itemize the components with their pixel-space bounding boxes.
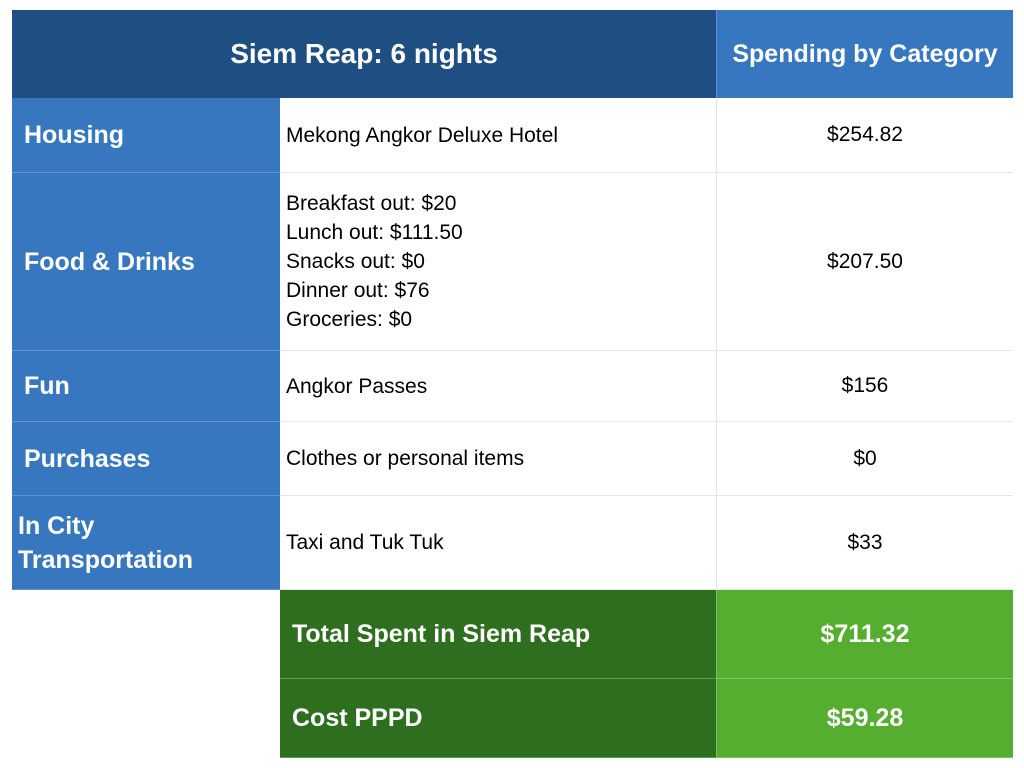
- amount-housing: $254.82: [716, 98, 1013, 173]
- total-spent-label: Total Spent in Siem Reap: [280, 590, 716, 679]
- detail-food-drinks: Breakfast out: $20 Lunch out: $111.50 Sn…: [280, 173, 716, 351]
- category-label: Housing: [24, 121, 124, 149]
- amount-transportation: $33: [716, 496, 1013, 590]
- detail-line: Breakfast out: $20: [286, 192, 457, 215]
- total-label-text: Total Spent in Siem Reap: [292, 619, 591, 648]
- category-purchases: Purchases: [12, 422, 280, 496]
- cost-pppd-amount: $59.28: [716, 679, 1013, 758]
- amount-value: $207.50: [827, 249, 903, 273]
- table-title: Siem Reap: 6 nights: [12, 10, 716, 98]
- category-label: Food & Drinks: [24, 247, 195, 276]
- detail-line: Dinner out: $76: [286, 279, 430, 302]
- amount-value: $33: [847, 530, 883, 554]
- detail-line: Lunch out: $111.50: [286, 221, 463, 244]
- total-amount-text: $59.28: [826, 703, 904, 732]
- total-amount-text: $711.32: [820, 619, 910, 648]
- spending-header-text: Spending by Category: [732, 40, 998, 68]
- category-transportation: In City Transportation: [12, 496, 280, 590]
- category-food-drinks: Food & Drinks: [12, 173, 280, 351]
- amount-purchases: $0: [716, 422, 1013, 496]
- total-label-text: Cost PPPD: [292, 703, 423, 732]
- amount-value: $0: [853, 446, 877, 470]
- detail-line: Angkor Passes: [286, 374, 428, 398]
- detail-fun: Angkor Passes: [280, 351, 716, 422]
- detail-line: Taxi and Tuk Tuk: [286, 531, 444, 554]
- spending-header: Spending by Category: [716, 10, 1013, 98]
- cost-pppd-label: Cost PPPD: [280, 679, 716, 758]
- amount-food-drinks: $207.50: [716, 173, 1013, 351]
- category-label: Fun: [24, 372, 70, 400]
- detail-purchases: Clothes or personal items: [280, 422, 716, 496]
- detail-line: Snacks out: $0: [286, 250, 425, 273]
- amount-fun: $156: [716, 351, 1013, 422]
- category-label: In City Transportation: [18, 511, 194, 574]
- amount-value: $254.82: [827, 123, 903, 146]
- detail-line: Mekong Angkor Deluxe Hotel: [286, 123, 558, 147]
- category-housing: Housing: [12, 98, 280, 173]
- category-label: Purchases: [24, 444, 151, 473]
- table-title-text: Siem Reap: 6 nights: [230, 38, 498, 69]
- category-fun: Fun: [12, 351, 280, 422]
- total-spent-amount: $711.32: [716, 590, 1013, 679]
- detail-line: Groceries: $0: [286, 308, 413, 331]
- detail-transportation: Taxi and Tuk Tuk: [280, 496, 716, 590]
- detail-line: Clothes or personal items: [286, 447, 525, 470]
- amount-value: $156: [841, 374, 889, 397]
- detail-housing: Mekong Angkor Deluxe Hotel: [280, 98, 716, 173]
